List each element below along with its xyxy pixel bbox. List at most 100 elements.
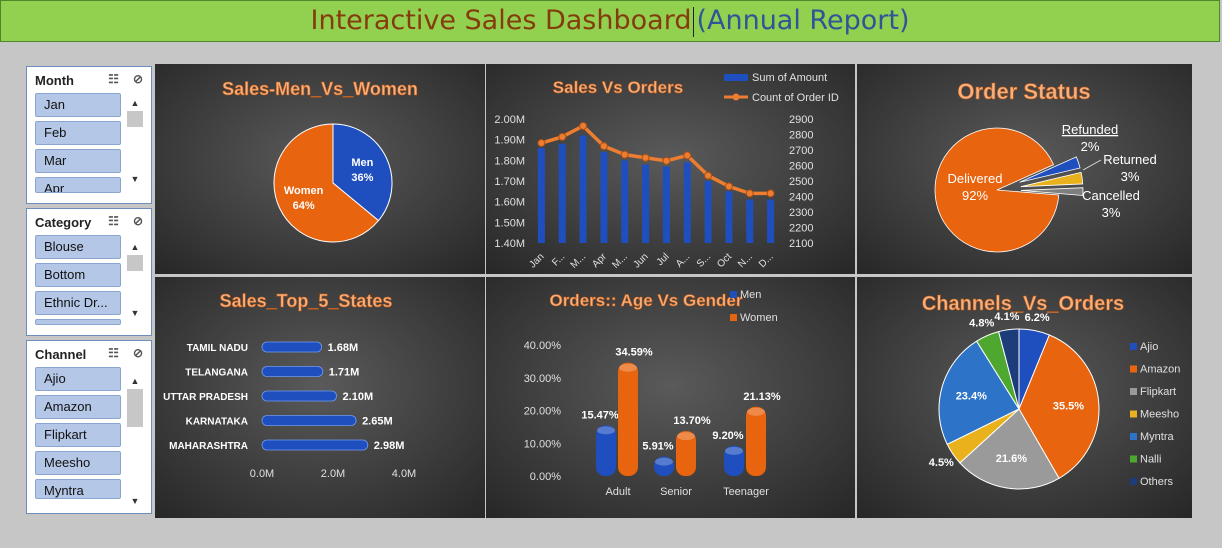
y-tick-label: MAHARASHTRA — [169, 441, 248, 452]
line-point — [620, 150, 629, 159]
slicer-item-ajio[interactable]: Ajio — [35, 367, 121, 391]
panel-order-status[interactable]: Order Status Delivered 92% Cancelled 3% Retur… — [857, 64, 1192, 274]
slicer-month[interactable]: Month ☷ ⊘ Jan Feb Mar Apr ▲ ▼ — [26, 66, 152, 204]
pie-slice-returned — [1020, 171, 1084, 188]
slicer-item-jan[interactable]: Jan — [35, 93, 121, 117]
legend-swatch-bars — [724, 74, 748, 81]
y-left-tick: 1.70M — [494, 176, 525, 188]
data-label: 15.47% — [581, 409, 619, 421]
chart-title: Sales Vs Orders — [553, 78, 683, 97]
slicer-channel-scrollbar[interactable]: ▲ ▼ — [127, 375, 143, 507]
x-tick-label: Teenager — [723, 486, 769, 498]
bar-sum-of-amount — [725, 191, 733, 243]
slicer-category[interactable]: Category ☷ ⊘ Blouse Bottom Ethnic Dr... ▲… — [26, 208, 152, 336]
y-left-tick: 1.80M — [494, 155, 525, 167]
slicer-item-meesho[interactable]: Meesho — [35, 451, 121, 475]
data-label: 21.6% — [996, 453, 1027, 465]
bar-cap — [619, 363, 637, 372]
slicer-item-apr[interactable]: Apr — [35, 177, 121, 193]
slicer-item-partial[interactable] — [35, 319, 121, 325]
multi-select-icon[interactable]: ☷ — [108, 72, 119, 86]
panel-top-5-states[interactable]: Sales_Top_5_States TAMIL NADU 1.68M TELANGA… — [155, 277, 485, 518]
slicer-item-blouse[interactable]: Blouse — [35, 235, 121, 259]
line-point — [599, 142, 608, 151]
legend-marker — [732, 93, 740, 101]
y-right-tick: 2300 — [789, 207, 813, 219]
data-label: 4.1% — [994, 311, 1019, 323]
clear-filter-icon[interactable]: ⊘ — [132, 214, 143, 228]
panel-background — [486, 277, 855, 518]
slicer-item-bottom[interactable]: Bottom — [35, 263, 121, 287]
line-point — [683, 151, 692, 160]
bar-sum-of-amount — [642, 164, 650, 243]
data-label: 2.65M — [362, 416, 393, 428]
slicer-month-scrollbar[interactable]: ▲ ▼ — [127, 97, 143, 185]
data-label: 5.91% — [642, 441, 673, 453]
multi-select-icon[interactable]: ☷ — [108, 346, 119, 360]
scroll-up-icon[interactable]: ▲ — [130, 98, 140, 108]
line-point — [579, 121, 588, 130]
slicer-channel[interactable]: Channel ☷ ⊘ Ajio Amazon Flipkart Meesho M… — [26, 340, 152, 514]
bar-women — [676, 431, 696, 476]
text-cursor — [693, 6, 695, 37]
data-label: 21.13% — [743, 391, 781, 403]
scroll-thumb[interactable] — [127, 255, 143, 271]
line-point — [724, 182, 733, 191]
scroll-up-icon[interactable]: ▲ — [130, 242, 140, 252]
panel-men-vs-women[interactable]: Sales-Men_Vs_Women Men 36% Women 64% — [155, 64, 485, 274]
legend-label: Count of Order ID — [752, 92, 839, 104]
legend-swatch — [1130, 478, 1137, 485]
scroll-thumb[interactable] — [127, 111, 143, 127]
pie-slice-myntra — [938, 340, 1020, 445]
legend-swatch — [1130, 433, 1137, 440]
data-label: 64% — [293, 200, 315, 212]
chart-title: Sales_Top_5_States — [220, 291, 393, 311]
legend-swatch — [730, 314, 737, 321]
slicer-item-ethnic-dress[interactable]: Ethnic Dr... — [35, 291, 121, 315]
scroll-thumb[interactable] — [127, 389, 143, 427]
line-point — [662, 156, 671, 165]
bar-sum-of-amount — [621, 160, 629, 243]
clear-filter-icon[interactable]: ⊘ — [132, 72, 143, 86]
data-label: 3% — [1121, 169, 1140, 184]
y-left-tick: 1.50M — [494, 217, 525, 229]
slicer-item-myntra[interactable]: Myntra — [35, 479, 121, 499]
pie-slice-amazon — [1018, 334, 1100, 479]
y-tick-label: 10.00% — [524, 438, 562, 450]
slicer-item-flipkart[interactable]: Flipkart — [35, 423, 121, 447]
bar-sum-of-amount — [600, 152, 608, 243]
legend-swatch — [1130, 365, 1137, 373]
slicer-category-scrollbar[interactable]: ▲ ▼ — [127, 241, 143, 319]
bar-sum-of-amount — [704, 181, 712, 243]
scroll-down-icon[interactable]: ▼ — [130, 174, 140, 184]
bar-cap — [655, 457, 673, 466]
slicer-channel-header: Channel ☷ ⊘ — [27, 341, 151, 367]
y-right-tick: 2700 — [789, 145, 813, 157]
panel-age-vs-gender[interactable]: Orders:: Age Vs Gender40.00%30.00%20.00%… — [486, 277, 855, 518]
y-tick-label: 20.00% — [524, 406, 562, 418]
pie-slice-refunded — [1020, 187, 1084, 196]
panel-sales-vs-orders[interactable]: Sales Vs Orders 2.00M 1.90M 1.80M 1.70M 1.60M… — [486, 64, 855, 274]
y-left-tick: 2.00M — [494, 114, 525, 126]
multi-select-icon[interactable]: ☷ — [108, 214, 119, 228]
slice-name: Returned — [1103, 152, 1156, 167]
pie-slice-men — [332, 123, 393, 222]
legend-swatch — [730, 291, 737, 298]
slicer-item-amazon[interactable]: Amazon — [35, 395, 121, 419]
bar-state — [261, 439, 369, 451]
chart-title: Sales-Men_Vs_Women — [222, 79, 418, 99]
pie-slice-cancelled — [1019, 156, 1081, 183]
pie-slice-women — [273, 123, 380, 243]
pie-slice-delivered — [934, 127, 1060, 253]
scroll-down-icon[interactable]: ▼ — [130, 308, 140, 318]
bar-state — [261, 341, 323, 353]
slicer-item-feb[interactable]: Feb — [35, 121, 121, 145]
y-right-tick: 2200 — [789, 223, 813, 235]
scroll-down-icon[interactable]: ▼ — [130, 496, 140, 506]
y-left-tick: 1.90M — [494, 135, 525, 147]
data-label: 35.5% — [1053, 401, 1084, 413]
scroll-up-icon[interactable]: ▲ — [130, 376, 140, 386]
slicer-item-mar[interactable]: Mar — [35, 149, 121, 173]
clear-filter-icon[interactable]: ⊘ — [132, 346, 143, 360]
